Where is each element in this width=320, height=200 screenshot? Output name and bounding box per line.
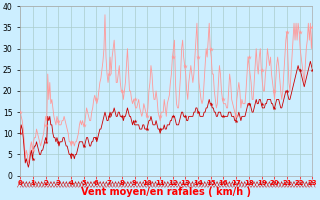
X-axis label: Vent moyen/en rafales ( km/h ): Vent moyen/en rafales ( km/h )	[81, 187, 251, 197]
